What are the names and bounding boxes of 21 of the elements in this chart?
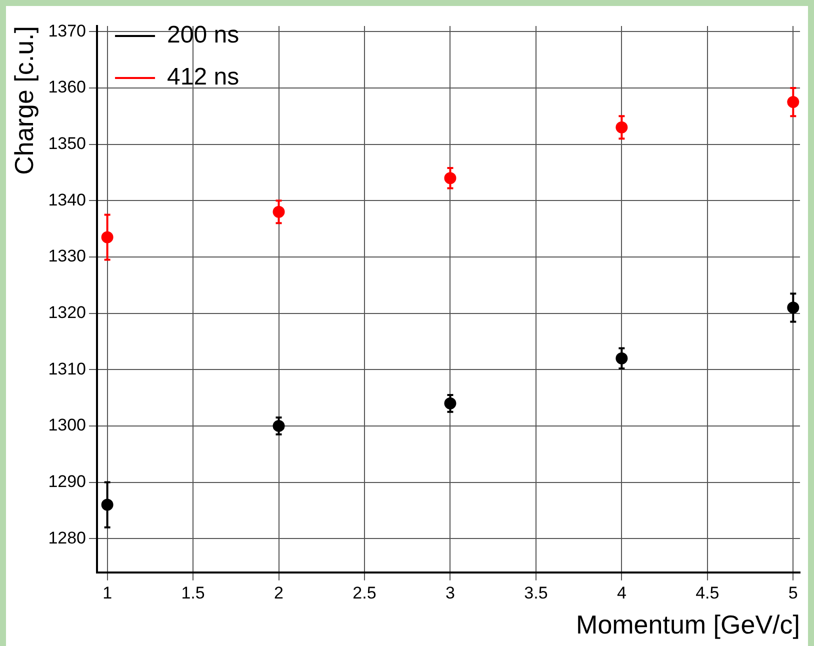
y-tick-label: 1330 [48,246,86,266]
x-tick-label: 1.5 [181,583,205,602]
x-tick-label: 3 [445,583,455,602]
x-axis-title: Momentum [GeV/c] [576,610,800,640]
x-tick-label: 1 [102,583,112,602]
y-tick-label: 1370 [48,21,86,40]
x-tick-label: 2.5 [352,583,376,602]
x-tick-label: 5 [788,583,798,602]
y-tick-label: 1320 [48,302,86,322]
x-tick-label: 2 [274,583,284,602]
y-tick-label: 1360 [48,78,86,97]
y-tick-label: 1350 [48,134,86,153]
y-tick-label: 1340 [48,190,86,210]
y-tick-label: 1300 [48,416,86,435]
x-tick-label: 3.5 [524,583,548,602]
y-axis-title: Charge [c.u.] [8,26,39,175]
x-tick-label: 4 [616,583,626,602]
y-tick-label: 1310 [48,359,86,378]
x-tick-label: 4.5 [696,583,720,602]
y-tick-label: 1280 [48,528,86,548]
y-tick-label: 1290 [48,472,86,491]
